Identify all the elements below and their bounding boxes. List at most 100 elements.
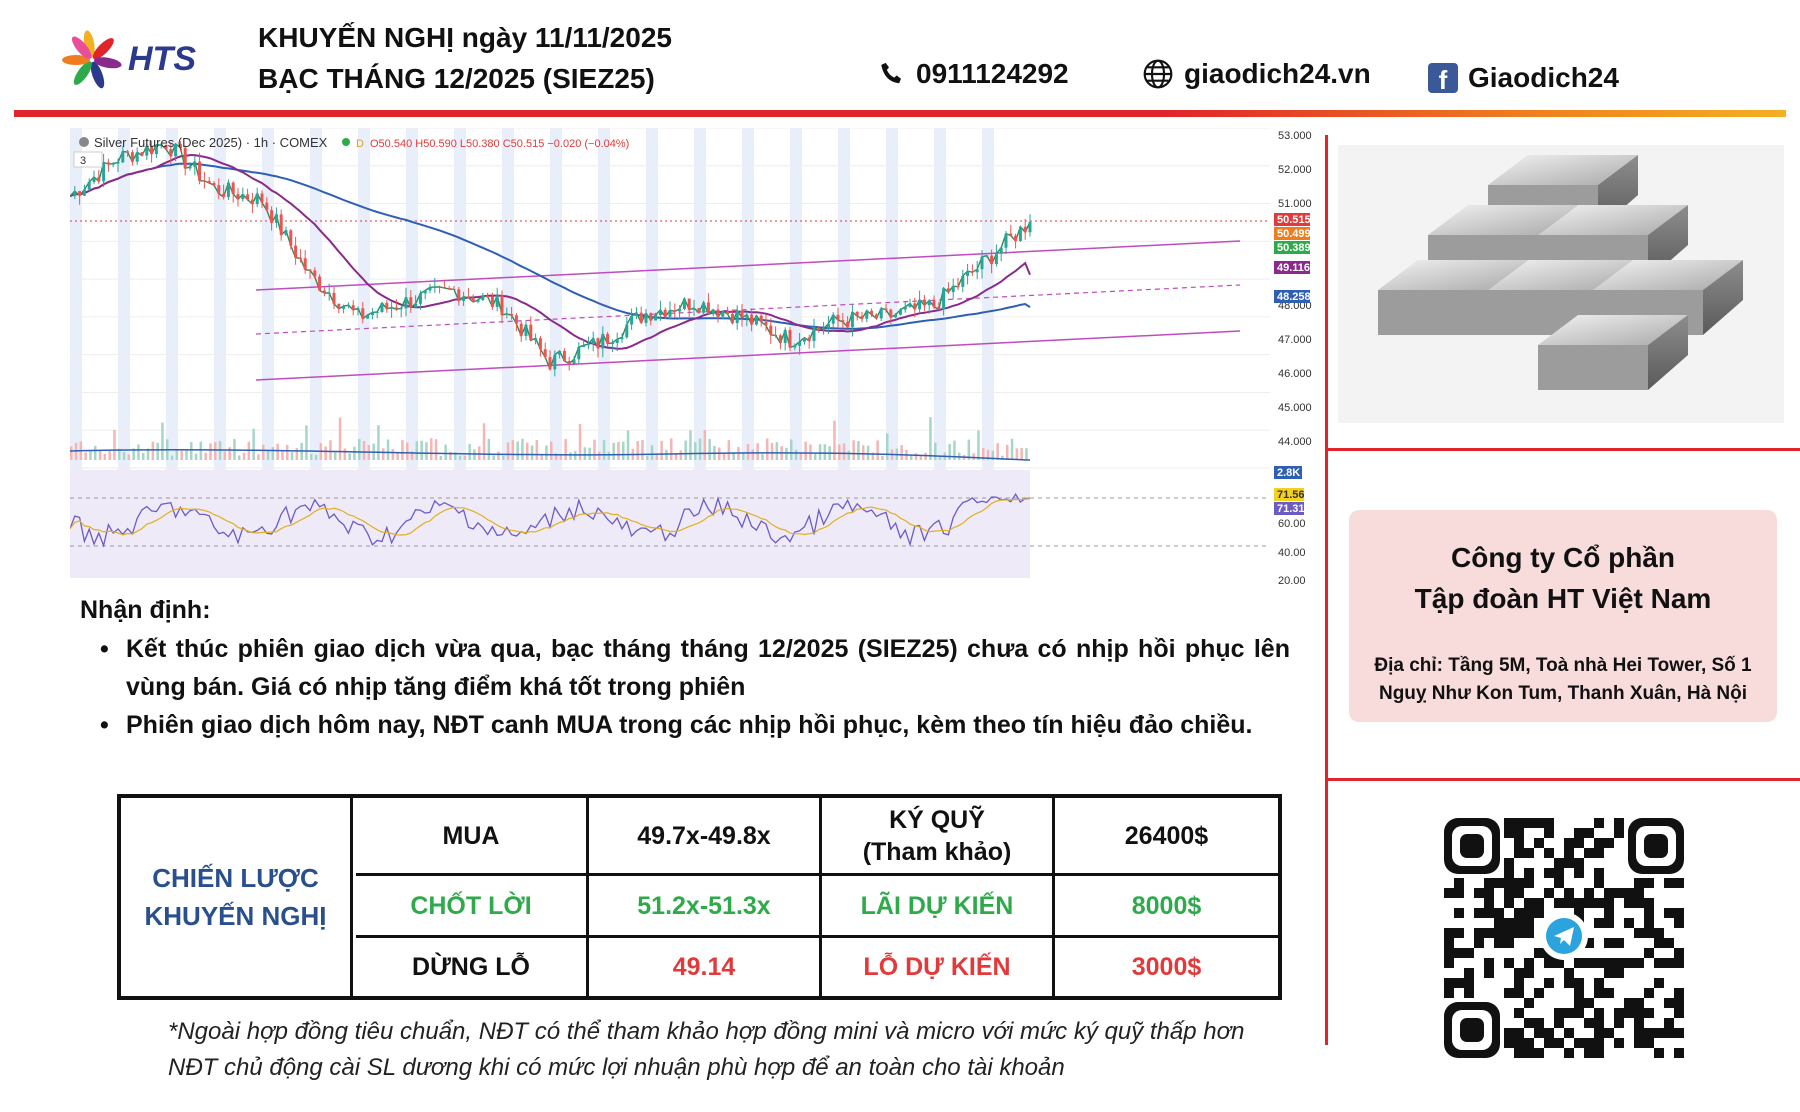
volume-bar xyxy=(876,440,879,460)
volume-bar xyxy=(991,450,995,460)
facebook-name: Giaodich24 xyxy=(1468,62,1619,93)
page-title: KHUYẾN NGHỊ ngày 11/11/2025 xyxy=(258,22,672,53)
candle-body xyxy=(164,144,168,150)
candle-body xyxy=(505,313,509,315)
volume-bar xyxy=(852,440,855,460)
bullet-text: Phiên giao dịch hôm nay, NĐT canh MUA tr… xyxy=(126,711,1253,739)
qr-module xyxy=(1574,838,1584,848)
candle-body xyxy=(202,180,206,182)
candle-body xyxy=(951,286,955,293)
volume-bar xyxy=(934,442,937,460)
website-url: giaodich24.vn xyxy=(1184,58,1371,89)
candle-body xyxy=(390,307,394,309)
qr-module xyxy=(1574,998,1584,1008)
candle-body xyxy=(270,210,274,223)
qr-module xyxy=(1524,1018,1534,1028)
qr-module xyxy=(1594,1028,1604,1038)
session-band xyxy=(214,128,226,578)
session-band xyxy=(694,128,706,578)
qr-module xyxy=(1464,968,1474,978)
company-address: Địa chỉ: Tầng 5M, Toà nhà Hei Tower, Số … xyxy=(1374,655,1752,704)
volume-bar xyxy=(559,454,563,460)
candle-body xyxy=(946,288,950,293)
facebook-link[interactable]: f Giaodich24 xyxy=(1428,62,1619,94)
candle-body xyxy=(850,311,854,328)
candle-body xyxy=(778,335,782,344)
qr-module xyxy=(1494,918,1504,928)
qr-module xyxy=(1594,838,1604,848)
qr-module xyxy=(1584,938,1594,948)
qr-finder-bottom-left xyxy=(1444,1002,1500,1058)
candle-body xyxy=(442,287,446,289)
candle-body xyxy=(284,230,288,235)
qr-module xyxy=(1514,1028,1524,1038)
volume-bars xyxy=(70,417,1028,460)
candle-body xyxy=(193,161,197,167)
candle-body xyxy=(236,194,240,200)
volume-bar xyxy=(84,452,87,460)
candle-body xyxy=(802,337,806,342)
qr-module xyxy=(1504,988,1514,998)
candle-body xyxy=(308,269,312,271)
qr-module xyxy=(1594,978,1604,988)
qr-module xyxy=(1514,978,1524,988)
qr-module xyxy=(1634,1018,1644,1028)
volume-bar xyxy=(804,441,807,460)
candle-body xyxy=(994,253,998,265)
volume-bar xyxy=(972,453,975,460)
qr-module xyxy=(1454,878,1464,888)
indicator-toggle[interactable] xyxy=(73,151,103,168)
candle-body xyxy=(97,176,101,182)
qr-module xyxy=(1614,1008,1624,1018)
candle-body xyxy=(356,308,360,310)
volume-bar xyxy=(871,452,875,460)
qr-module xyxy=(1474,908,1484,918)
qr-module xyxy=(1574,908,1584,918)
candle-body xyxy=(145,145,149,156)
qr-module xyxy=(1624,888,1634,898)
volume-bar xyxy=(406,442,409,460)
volume-bar xyxy=(185,450,188,460)
session-band xyxy=(646,128,658,578)
volume-bar xyxy=(482,423,486,460)
candle-body xyxy=(116,162,120,164)
candle-body xyxy=(183,147,187,169)
volume-bar xyxy=(362,441,366,460)
candle-body xyxy=(217,185,221,194)
qr-module xyxy=(1444,888,1454,898)
volume-bar xyxy=(660,440,663,460)
rsi-label: 71.31 xyxy=(1277,503,1305,515)
qr-module xyxy=(1604,908,1614,918)
price-label-ma-slow: 48.258 xyxy=(1277,291,1311,303)
qr-module xyxy=(1524,868,1534,878)
telegram-qr-code[interactable] xyxy=(1444,818,1684,1058)
volume-bar xyxy=(554,453,558,460)
candle-body xyxy=(975,269,979,273)
qr-module xyxy=(1624,1008,1634,1018)
candle-body xyxy=(346,305,350,307)
qr-module xyxy=(1594,868,1604,878)
qr-module xyxy=(1514,1038,1524,1048)
volume-bar xyxy=(703,429,707,460)
candle-body xyxy=(961,275,965,287)
qr-module xyxy=(1634,998,1644,1008)
qr-module xyxy=(1514,848,1524,858)
session-bands xyxy=(70,128,994,578)
page-subtitle: BẠC THÁNG 12/2025 (SIEZ25) xyxy=(258,63,655,94)
candle-body xyxy=(289,230,293,246)
candle-body xyxy=(831,314,835,324)
volume-bar xyxy=(161,422,164,460)
price-axis: 53.000 52.000 51.000 48.000 47.000 46.00… xyxy=(1278,130,1312,448)
qr-module xyxy=(1664,1028,1674,1038)
qr-module xyxy=(1504,858,1514,868)
volume-bar xyxy=(578,423,582,460)
qr-module xyxy=(1594,1038,1604,1048)
qr-module xyxy=(1564,1048,1574,1058)
qr-module xyxy=(1604,898,1614,908)
volume-bar xyxy=(214,441,217,460)
website-link[interactable]: giaodich24.vn xyxy=(1142,58,1371,90)
volume-bar xyxy=(746,444,750,460)
volume-bar xyxy=(420,440,423,460)
telegram-plane-icon xyxy=(1554,927,1574,946)
phone-contact[interactable]: 0911124292 xyxy=(878,58,1069,90)
